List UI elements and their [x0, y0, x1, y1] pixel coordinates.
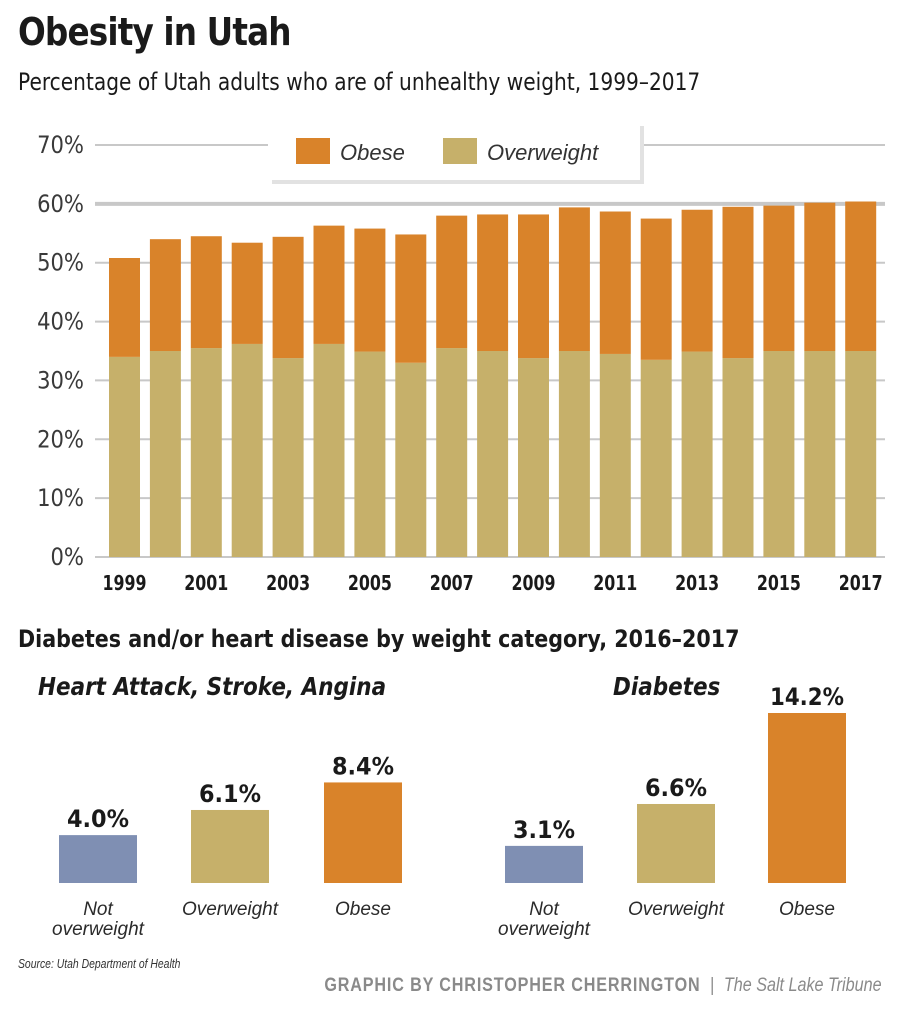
diabetes-category-label: overweight	[498, 919, 591, 940]
heart-value-label: 6.1%	[199, 780, 261, 808]
heart-category-label: Overweight	[182, 899, 279, 920]
bar-obese	[640, 218, 672, 360]
x-tick-label: 1999	[103, 571, 147, 595]
bar-overweight	[313, 343, 345, 557]
x-tick-label: 2007	[430, 571, 474, 595]
legend-label-overweight: Overweight	[487, 140, 599, 165]
heart-bar	[324, 782, 402, 883]
bar-overweight	[477, 351, 509, 557]
section2-title: Diabetes and/or heart disease by weight …	[18, 625, 740, 653]
chart-title: Obesity in Utah	[18, 10, 292, 54]
credit-separator: |	[710, 975, 715, 996]
bar-obese	[149, 239, 181, 351]
bar-overweight	[395, 362, 427, 557]
heart-value-label: 8.4%	[332, 752, 394, 780]
legend-label-obese: Obese	[340, 140, 405, 165]
y-tick-label: 30%	[37, 367, 84, 395]
bar-overweight	[149, 351, 181, 557]
bar-obese	[313, 225, 345, 344]
heart-category-label: Not	[83, 899, 113, 920]
heart-bar	[59, 835, 137, 883]
bar-obese	[395, 234, 427, 363]
credit-byline: GRAPHIC BY CHRISTOPHER CHERRINGTON	[324, 975, 701, 996]
heart-panel-title: Heart Attack, Stroke, Angina	[38, 672, 387, 701]
diabetes-value-label: 14.2%	[770, 683, 844, 711]
bar-obese	[354, 228, 386, 352]
diabetes-category-label: Not	[529, 899, 559, 920]
diabetes-value-label: 3.1%	[513, 816, 575, 844]
x-tick-label: 2011	[593, 571, 637, 595]
bar-overweight	[681, 351, 713, 557]
x-tick-label: 2003	[266, 571, 310, 595]
credit-line: GRAPHIC BY CHRISTOPHER CHERRINGTON | The…	[325, 975, 882, 997]
y-tick-label: 0%	[51, 544, 84, 572]
bar-overweight	[190, 348, 222, 557]
bar-obese	[109, 258, 140, 357]
bar-obese	[231, 242, 263, 344]
bar-obese	[804, 202, 836, 351]
bar-overweight	[640, 359, 672, 557]
bar-overweight	[804, 351, 836, 557]
heart-category-label: overweight	[52, 919, 145, 940]
bar-overweight	[763, 351, 795, 557]
bar-overweight	[558, 351, 590, 557]
y-tick-label: 60%	[37, 191, 84, 219]
chart-subtitle: Percentage of Utah adults who are of unh…	[18, 68, 701, 96]
bar-obese	[763, 205, 795, 351]
bar-overweight	[845, 351, 877, 557]
heart-category-label: Obese	[335, 899, 391, 920]
heart-bar	[191, 809, 269, 883]
legend-swatch-overweight	[443, 138, 477, 164]
bar-overweight	[436, 348, 468, 557]
y-tick-label: 70%	[37, 132, 84, 160]
bar-obese	[272, 236, 304, 359]
source-note: Source: Utah Department of Health	[18, 956, 181, 971]
bar-overweight	[231, 343, 263, 557]
bar-obese	[599, 211, 631, 354]
bar-overweight	[722, 358, 754, 557]
diabetes-panel-title: Diabetes	[613, 672, 721, 701]
bar-obese	[436, 215, 468, 349]
bar-obese	[722, 206, 754, 359]
heart-value-label: 4.0%	[67, 805, 129, 833]
bar-obese	[681, 209, 713, 352]
x-tick-label: 2017	[839, 571, 883, 595]
bar-overweight	[272, 358, 304, 557]
diabetes-value-label: 6.6%	[645, 774, 707, 802]
diabetes-bar	[505, 845, 583, 883]
bar-obese	[477, 214, 509, 351]
x-tick-label: 2013	[675, 571, 719, 595]
diabetes-category-label: Overweight	[628, 899, 725, 920]
bar-overweight	[109, 356, 140, 557]
x-tick-label: 2001	[184, 571, 228, 595]
x-tick-label: 2015	[757, 571, 801, 595]
bar-overweight	[354, 351, 386, 557]
bar-overweight	[518, 358, 549, 557]
bar-obese	[845, 201, 877, 351]
bar-obese	[190, 236, 222, 349]
credit-publication: The Salt Lake Tribune	[724, 975, 882, 996]
diabetes-bar	[637, 803, 715, 883]
diabetes-bar	[768, 713, 846, 883]
diabetes-category-label: Obese	[779, 899, 835, 920]
y-tick-label: 10%	[37, 485, 84, 513]
bar-obese	[518, 214, 549, 359]
legend-swatch-obese	[296, 138, 330, 164]
y-tick-label: 50%	[37, 249, 84, 277]
stacked-bar-chart: 0% 10% 20% 30% 40% 50% 60% 70% 1999 2001 2003 2005 2…	[37, 122, 885, 595]
x-tick-label: 2009	[512, 571, 556, 595]
y-tick-label: 20%	[37, 426, 84, 454]
bar-overweight	[599, 353, 631, 557]
y-tick-label: 40%	[37, 308, 84, 336]
x-tick-label: 2005	[348, 571, 392, 595]
legend: Obese Overweight	[268, 122, 644, 184]
bar-obese	[558, 207, 590, 351]
